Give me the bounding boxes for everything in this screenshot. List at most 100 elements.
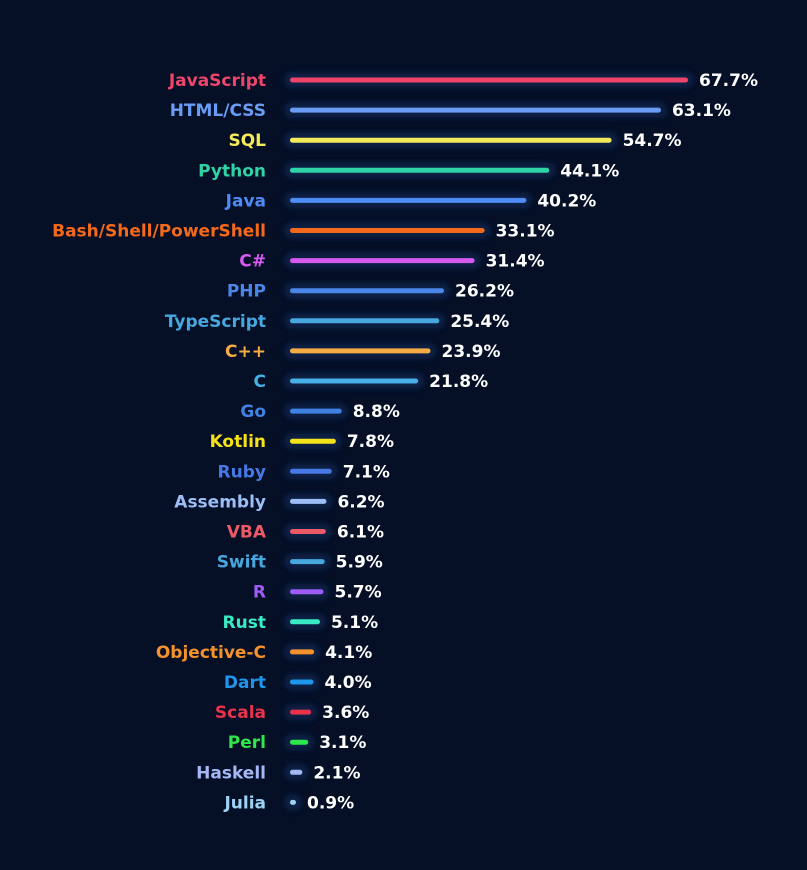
category-label: C++	[225, 342, 266, 362]
bar	[290, 769, 303, 775]
bar	[290, 559, 325, 565]
bar	[290, 408, 342, 414]
category-label: Julia	[223, 793, 266, 813]
value-label: 33.1%	[496, 222, 555, 242]
bar-row: JavaScript 67.7%	[168, 71, 758, 91]
bar	[290, 438, 336, 444]
bar-row: TypeScript 25.4%	[165, 312, 509, 332]
value-label: 3.1%	[319, 733, 366, 753]
bar-row: Scala 3.6%	[215, 703, 369, 723]
value-label: 3.6%	[322, 703, 369, 723]
category-label: C	[254, 372, 266, 392]
bar	[290, 799, 296, 805]
bar-row: R 5.7%	[253, 583, 382, 603]
bar	[290, 498, 327, 504]
value-label: 2.1%	[313, 763, 360, 783]
category-label: Ruby	[218, 462, 266, 482]
bar-row: SQL 54.7%	[228, 131, 681, 151]
bar-row: C 21.8%	[254, 372, 489, 392]
value-label: 7.1%	[343, 462, 390, 482]
bar-row: Java 40.2%	[225, 191, 597, 211]
bars-layer: JavaScript 67.7% HTML/CSS 63.1% SQL 54.7%Pyth…	[52, 71, 758, 813]
bar-row: VBA 6.1%	[227, 523, 384, 543]
bar-row: Python 44.1%	[198, 161, 619, 181]
category-label: HTML/CSS	[170, 101, 266, 121]
bar-row: Go 8.8%	[240, 402, 400, 422]
value-label: 5.1%	[331, 613, 378, 633]
value-label: 67.7%	[699, 71, 758, 91]
bar	[290, 619, 320, 625]
value-label: 25.4%	[450, 312, 509, 332]
category-label: Haskell	[196, 763, 266, 783]
bar	[290, 288, 445, 294]
value-label: 21.8%	[429, 372, 488, 392]
category-label: Kotlin	[210, 432, 266, 452]
value-label: 7.8%	[347, 432, 394, 452]
value-label: 23.9%	[442, 342, 501, 362]
category-label: Java	[225, 191, 266, 211]
bar-row: Ruby 7.1%	[218, 462, 390, 482]
category-label: Bash/Shell/PowerShell	[52, 222, 266, 242]
value-label: 4.1%	[325, 643, 372, 663]
category-label: R	[253, 583, 266, 603]
bar	[290, 378, 419, 384]
value-label: 8.8%	[353, 402, 400, 422]
category-label: Perl	[228, 733, 266, 753]
bar	[290, 529, 326, 534]
category-label: JavaScript	[168, 71, 266, 91]
category-label: Rust	[223, 613, 266, 633]
bar	[290, 167, 550, 173]
bar	[290, 739, 309, 745]
value-label: 4.0%	[325, 673, 372, 693]
bar	[290, 258, 475, 264]
bar-row: Haskell 2.1%	[196, 763, 360, 783]
bar	[290, 709, 312, 715]
value-label: 26.2%	[455, 282, 514, 302]
category-label: C#	[239, 252, 266, 272]
value-label: 31.4%	[486, 252, 545, 272]
bar-row: Swift 5.9%	[217, 553, 383, 573]
category-label: Objective-C	[156, 643, 266, 663]
bar	[290, 348, 431, 354]
value-label: 44.1%	[560, 161, 619, 181]
value-label: 6.2%	[337, 492, 384, 512]
value-label: 40.2%	[537, 191, 596, 211]
value-label: 63.1%	[672, 101, 731, 121]
value-label: 6.1%	[337, 523, 384, 543]
value-label: 5.7%	[335, 583, 382, 603]
bar	[290, 468, 332, 474]
bar-row: C++ 23.9%	[225, 342, 500, 362]
bar-row: Julia 0.9%	[223, 793, 354, 813]
bar	[290, 228, 485, 233]
bar	[290, 77, 688, 83]
category-label: Assembly	[174, 492, 266, 512]
bar	[290, 679, 314, 685]
bar-row: Objective-C 4.1%	[156, 643, 372, 663]
bar	[290, 137, 612, 143]
bar	[290, 197, 527, 203]
category-label: Swift	[217, 553, 266, 573]
bar-row: Rust 5.1%	[223, 613, 379, 633]
bar	[290, 107, 661, 113]
bar-row: C# 31.4%	[239, 252, 544, 272]
bar-row: Perl 3.1%	[228, 733, 367, 753]
value-label: 54.7%	[623, 131, 682, 151]
category-label: Scala	[215, 703, 266, 723]
category-label: Go	[240, 402, 266, 422]
value-label: 0.9%	[307, 793, 354, 813]
value-label: 5.9%	[336, 553, 383, 573]
bar	[290, 649, 315, 655]
category-label: PHP	[227, 282, 266, 302]
category-label: SQL	[228, 131, 266, 151]
category-label: TypeScript	[165, 312, 266, 332]
bar	[290, 318, 440, 324]
category-label: VBA	[227, 523, 267, 543]
bar-row: Assembly 6.2%	[174, 492, 384, 512]
bar-row: Kotlin 7.8%	[210, 432, 394, 452]
bar-row: PHP 26.2%	[227, 282, 514, 302]
bar-row: HTML/CSS 63.1%	[170, 101, 731, 121]
category-label: Dart	[224, 673, 266, 693]
bar	[290, 589, 324, 595]
bar-row: Bash/Shell/PowerShell 33.1%	[52, 222, 554, 242]
